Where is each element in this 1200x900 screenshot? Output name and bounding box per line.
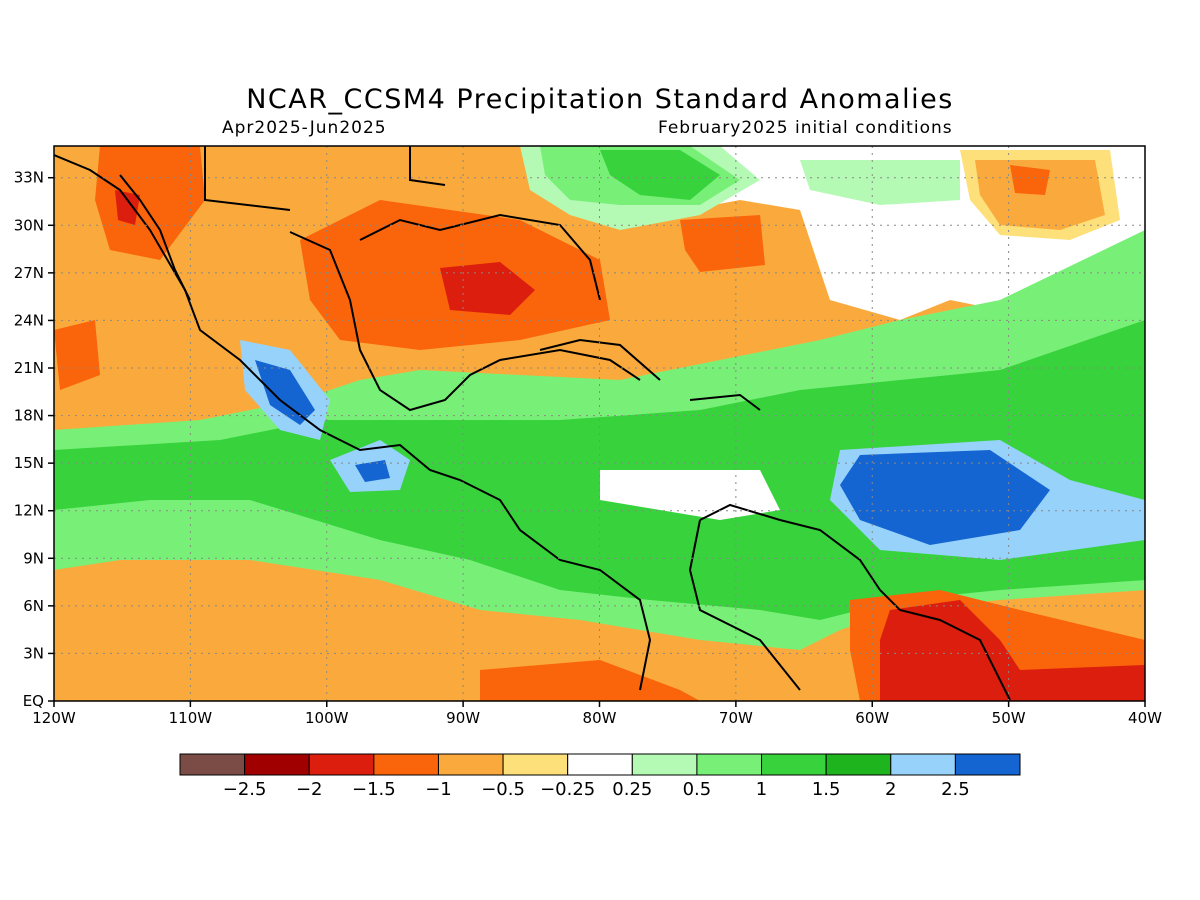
colorbar-swatch (631, 753, 698, 776)
coastlines (54, 146, 1011, 701)
latitude-tick-labels: EQ 3N 6N 9N 12N 15N 18N 21N 24N 27N 30N 33N (14, 169, 54, 710)
lat-tick-label: 15N (14, 454, 44, 472)
lat-tick-label: 27N (14, 264, 44, 282)
colorbar-swatch (761, 753, 827, 776)
lat-tick-label: 24N (14, 311, 44, 329)
colorbar-label: 2.5 (941, 779, 970, 800)
colorbar-swatch (437, 753, 504, 776)
map-gridlines (54, 146, 1145, 701)
colorbar-swatch (308, 753, 375, 776)
colorbar-label: 2 (885, 779, 896, 800)
lat-tick-label: 9N (23, 549, 44, 567)
colorbar-label: −1 (425, 779, 452, 800)
colorbar-label: −0.25 (540, 779, 595, 800)
lon-tick-label: 40W (1128, 709, 1162, 727)
colorbar-label: −2.5 (223, 779, 267, 800)
colorbar-swatch (825, 753, 892, 776)
colorbar-label: −1.5 (352, 779, 396, 800)
colorbar-swatch (373, 753, 439, 776)
colorbar-label: 1.5 (812, 779, 841, 800)
lat-tick-label: 21N (14, 359, 44, 377)
lon-tick-label: 100W (305, 709, 349, 727)
lat-tick-label: 18N (14, 407, 44, 425)
lat-tick-label: 12N (14, 502, 44, 520)
lon-tick-label: 70W (719, 709, 753, 727)
anomaly-fields (54, 146, 1145, 701)
colorbar-label: −2 (296, 779, 323, 800)
colorbar: −2.5 −2 −1.5 −1 −0.5 −0.25 0.25 0.5 1 1.5 2 2.5 (179, 753, 1021, 800)
forecast-period: Apr2025-Jun2025 (222, 118, 387, 138)
colorbar-swatch (502, 753, 569, 776)
colorbar-label: 1 (756, 779, 767, 800)
colorbar-swatch (244, 753, 310, 776)
initial-conditions: February2025 initial conditions (658, 118, 953, 138)
lat-tick-label: 33N (14, 169, 44, 187)
lat-tick-label: EQ (23, 692, 44, 710)
colorbar-label: 0.25 (612, 779, 652, 800)
lon-tick-label: 120W (32, 709, 76, 727)
colorbar-swatch (890, 753, 956, 776)
colorbar-swatch (179, 753, 246, 776)
lat-tick-label: 6N (23, 597, 44, 615)
colorbar-swatch (696, 753, 763, 776)
map-title: NCAR_CCSM4 Precipitation Standard Anomal… (246, 84, 954, 115)
lat-tick-label: 30N (14, 216, 44, 234)
lon-tick-label: 50W (992, 709, 1026, 727)
longitude-tick-labels: 120W 110W 100W 90W 80W 70W 60W 50W 40W (32, 701, 1162, 727)
lon-tick-label: 60W (855, 709, 889, 727)
colorbar-label: −0.5 (481, 779, 525, 800)
lon-tick-label: 80W (583, 709, 617, 727)
colorbar-swatch (954, 753, 1021, 776)
colorbar-label: 0.5 (683, 779, 712, 800)
lon-tick-label: 110W (169, 709, 213, 727)
lat-tick-label: 3N (23, 644, 44, 662)
colorbar-swatch (567, 753, 633, 776)
lon-tick-label: 90W (446, 709, 480, 727)
